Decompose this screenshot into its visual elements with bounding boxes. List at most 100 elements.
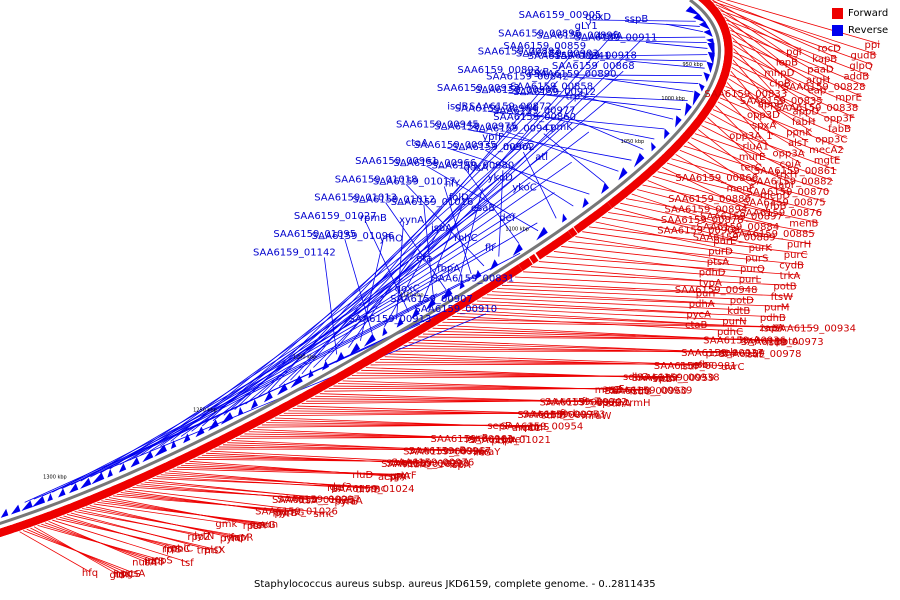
forward-gene-label: purE <box>713 236 736 247</box>
forward-gene-label: mhpD <box>764 68 794 79</box>
reverse-feature <box>440 287 453 302</box>
forward-gene-label: ecb <box>719 347 737 358</box>
forward-gene-label: SAA6159_00996 <box>403 447 486 458</box>
reverse-feature <box>582 197 589 209</box>
reverse-gene-label: folD <box>449 193 469 204</box>
reverse-gene-label: def <box>499 213 516 224</box>
reverse-feature <box>308 369 314 379</box>
forward-gene-label: SAA6159_00833 <box>704 89 787 100</box>
reverse-gene-label: SAA6159_00893 <box>457 65 540 76</box>
reverse-feature <box>425 297 436 311</box>
reverse-feature <box>692 90 701 106</box>
reverse-gene-label: SAA6159_00831 <box>432 274 515 285</box>
reverse-feature <box>706 38 715 45</box>
forward-leader-line <box>725 0 881 45</box>
forward-gene-label: yfbB <box>764 201 787 212</box>
forward-gene-label: purL <box>739 275 762 286</box>
forward-leader-line <box>719 97 844 150</box>
forward-gene-label: murE <box>739 152 766 163</box>
forward-gene-label: rplS <box>162 545 182 556</box>
forward-gene-label: ftsW <box>771 292 793 303</box>
forward-leader-line <box>486 294 790 308</box>
forward-leader-line <box>675 154 752 199</box>
forward-gene-label: pyrB <box>274 508 297 519</box>
forward-gene-label: rnc <box>370 483 386 494</box>
forward-gene-label: purK <box>749 243 773 254</box>
forward-gene-label: purC <box>784 250 808 261</box>
reverse-leader-line <box>584 96 674 120</box>
reverse-feature <box>58 488 66 498</box>
forward-gene-label: SAA6159_00884 <box>696 222 779 233</box>
reverse-feature <box>91 472 105 485</box>
forward-gene-label: opp3D <box>747 110 780 121</box>
reverse-gene-label: SAA6159_01016 <box>391 197 474 208</box>
reverse-leader-line <box>589 19 696 22</box>
forward-gene-label: SAA6159_00976 <box>391 458 474 469</box>
forward-gene-label: hfq <box>82 568 98 579</box>
forward-leader-line <box>575 236 730 262</box>
forward-gene-label: sdhB <box>541 410 566 421</box>
reverse-gene-label: eta <box>416 253 432 264</box>
forward-gene-label: appB <box>758 100 784 111</box>
forward-gene-label: ftsA <box>299 496 318 507</box>
map-caption: Staphylococcus aureus subsp. aureus JKD6… <box>254 579 656 590</box>
forward-leader-line <box>507 281 719 294</box>
forward-gene-label: SAA6159_01026 <box>255 507 338 518</box>
forward-gene-label: fmt <box>272 508 289 519</box>
forward-swatch-icon <box>832 7 843 19</box>
forward-leader-line <box>642 184 819 224</box>
forward-gene-label: SAA6159_00967 <box>408 446 491 457</box>
reverse-leader-line <box>119 222 538 465</box>
forward-gene-label: purQ <box>740 264 765 275</box>
forward-leader-line <box>93 503 227 524</box>
reverse-gene-label: menA <box>503 142 532 153</box>
forward-gene-label: menB <box>789 219 818 230</box>
forward-leader-line <box>687 141 755 188</box>
forward-leader-line <box>66 514 215 550</box>
reverse-feature <box>142 450 154 463</box>
forward-leader-line <box>481 297 751 311</box>
forward-leader-line <box>531 266 722 283</box>
forward-leader-line <box>723 89 809 143</box>
reverse-feature <box>703 71 710 83</box>
reverse-leader-line <box>467 129 632 161</box>
forward-gene-label: fapR <box>230 532 253 543</box>
reverse-leader-line <box>666 23 704 33</box>
forward-gene-label: pdhD <box>699 268 726 279</box>
reverse-feature <box>31 495 46 508</box>
reverse-gene-label: SAA6159_00842 <box>486 71 569 82</box>
forward-gene-label: SAA6159_00866 <box>675 173 758 184</box>
forward-leader-line <box>710 113 802 164</box>
forward-gene-label: SAA6159_00998 <box>386 458 469 469</box>
reverse-gene-label: SAA6159_01096 <box>312 231 395 242</box>
forward-gene-label: SAA6159_00936 <box>703 336 786 347</box>
forward-leader-line <box>637 189 780 227</box>
reverse-gene-label: SAA6159_01142 <box>253 247 336 258</box>
forward-gene-label: potC <box>706 349 729 360</box>
forward-gene-label: pdhB <box>760 313 786 324</box>
reverse-gene-label: ykoD <box>488 172 513 183</box>
forward-gene-label: eap <box>808 86 827 97</box>
reverse-gene-label: SAA6159_00890 <box>534 69 617 80</box>
forward-gene-label: SAA6159_00908 <box>657 226 740 237</box>
forward-leader-line <box>733 44 823 101</box>
forward-gene-label: recG <box>252 520 275 531</box>
forward-gene-label: SAA6159_01021 <box>468 435 551 446</box>
forward-leader-line <box>74 511 205 536</box>
forward-gene-label: SAA6159_00948 <box>675 285 758 296</box>
forward-leader-line <box>447 318 815 328</box>
forward-leader-line <box>19 531 91 573</box>
forward-leader-line <box>671 158 826 202</box>
forward-leader-line <box>37 525 161 561</box>
reverse-leader-line <box>546 94 681 111</box>
reverse-feature <box>707 51 715 65</box>
tick-label: 1250 kbp <box>193 407 217 413</box>
forward-gene-label: alsT <box>788 138 809 149</box>
forward-gene-label: ppnK <box>786 128 812 139</box>
reverse-feature <box>411 307 420 319</box>
forward-gene-label: SAA6159_00897 <box>700 212 783 223</box>
reverse-gene-label: SAA6159_00895 <box>536 30 619 41</box>
reverse-gene-label: SAA6159_00935 <box>414 140 497 151</box>
forward-gene-label: pyrR <box>465 433 488 444</box>
forward-gene-label: gmk <box>215 519 237 530</box>
